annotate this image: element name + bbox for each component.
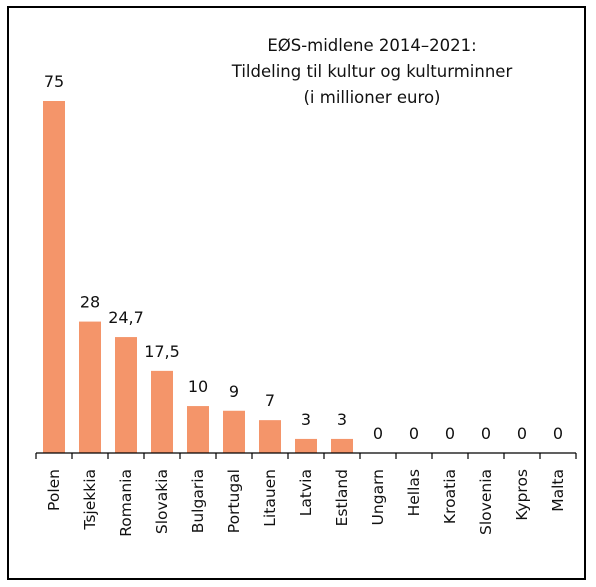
category-label-hellas: Hellas	[405, 469, 423, 516]
value-label-slovakia: 17,5	[144, 342, 180, 361]
value-label-kroatia: 0	[445, 424, 455, 443]
bars-group	[43, 101, 353, 453]
value-label-malta: 0	[553, 424, 563, 443]
bar-bulgaria	[187, 406, 209, 453]
value-label-slovenia: 0	[481, 424, 491, 443]
bar-polen	[43, 101, 65, 453]
value-label-tsjekkia: 28	[80, 293, 100, 312]
category-label-ungarn: Ungarn	[369, 469, 387, 525]
value-label-bulgaria: 10	[188, 377, 208, 396]
category-labels-group: Polen Tsjekkia Romania Slovakia Bulgaria Port…	[45, 469, 567, 537]
value-label-ungarn: 0	[373, 424, 383, 443]
chart-title-line-2: Tildeling til kultur og kulturminner	[231, 62, 513, 81]
value-label-latvia: 3	[301, 410, 311, 429]
category-label-malta: Malta	[549, 469, 567, 512]
category-label-romania: Romania	[117, 469, 135, 537]
value-labels-group: 75 28 24,717,5 10 9 7 3 3 0 0 0 0 0 0	[44, 72, 563, 443]
category-label-slovenia: Slovenia	[477, 469, 495, 535]
value-label-portugal: 9	[229, 382, 239, 401]
value-label-estland: 3	[337, 410, 347, 429]
value-label-litauen: 7	[265, 391, 275, 410]
bar-slovakia	[151, 370, 173, 453]
category-label-estland: Estland	[333, 469, 351, 526]
chart-frame	[7, 6, 586, 580]
bar-latvia	[295, 438, 317, 453]
bar-romania	[115, 337, 137, 453]
category-label-kypros: Kypros	[513, 469, 531, 521]
category-label-tsjekkia: Tsjekkia	[81, 469, 99, 531]
value-label-kypros: 0	[517, 424, 527, 443]
value-label-hellas: 0	[409, 424, 419, 443]
category-label-bulgaria: Bulgaria	[189, 469, 207, 533]
bar-estland	[331, 438, 353, 453]
category-label-kroatia: Kroatia	[441, 469, 459, 524]
category-label-polen: Polen	[45, 469, 63, 511]
category-label-litauen: Litauen	[261, 469, 279, 527]
category-label-latvia: Latvia	[297, 469, 315, 516]
category-label-portugal: Portugal	[225, 469, 243, 533]
category-label-slovakia: Slovakia	[153, 469, 171, 534]
chart-title-line-1: EØS-midlene 2014–2021:	[267, 36, 476, 55]
bar-portugal	[223, 410, 245, 453]
value-label-polen: 75	[44, 72, 64, 91]
chart-title-line-3: (i millioner euro)	[304, 88, 441, 107]
bar-litauen	[259, 420, 281, 453]
bar-tsjekkia	[79, 321, 101, 453]
x-axis-ticks	[35, 453, 577, 459]
value-label-romania: 24,7	[108, 308, 144, 327]
